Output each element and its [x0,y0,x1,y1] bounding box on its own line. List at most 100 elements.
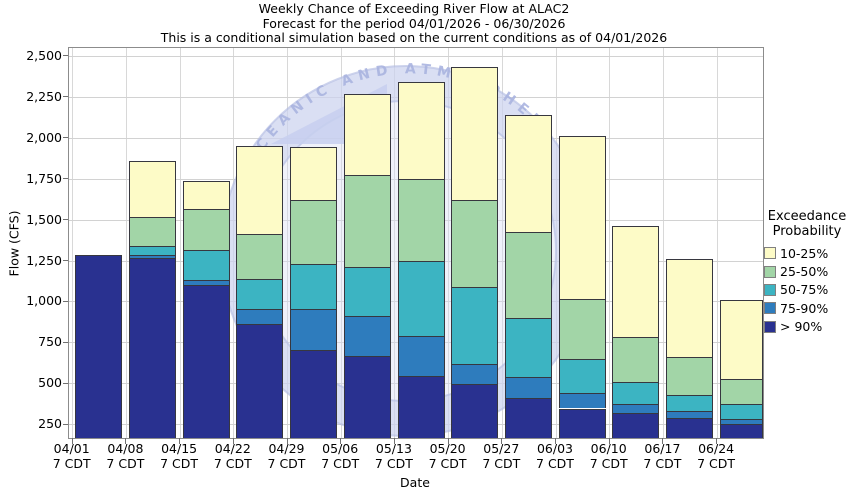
x-tick-time: 7 CDT [160,455,199,471]
bar-segment [290,200,338,265]
gridline-vertical [609,48,611,438]
x-tick-label: 04/22 7 CDT [203,441,263,471]
gridline-horizontal [69,55,763,57]
x-tick-label: 05/20 7 CDT [418,441,478,471]
x-tick-date: 04/08 [107,441,144,456]
x-tick-mark [716,438,718,444]
bar-segment [182,249,230,280]
x-tick-date: 04/01 [53,441,90,456]
x-tick-time: 7 CDT [643,455,682,471]
x-tick-label: 06/17 7 CDT [632,441,692,471]
x-tick-time: 7 CDT [321,455,360,471]
bar-segment [558,392,606,409]
bar-segment [719,404,763,420]
bar-segment [558,136,606,299]
x-tick-label: 04/01 7 CDT [42,441,102,471]
bar-segment [236,146,284,234]
x-tick-date: 05/13 [375,441,412,456]
bar-segment [129,257,176,438]
bar-segment [290,147,338,201]
y-tick-label: 2,500 [26,47,62,63]
bar-segment [182,279,230,285]
y-axis-title: Flow (CFS) [6,210,22,277]
y-tick-mark [63,341,68,343]
bar-segment [129,161,176,217]
y-tick-label: 750 [38,334,62,350]
y-tick-label: 500 [38,375,62,391]
x-tick-label: 04/29 7 CDT [257,441,317,471]
bar-segment [558,408,606,438]
bar-segment [129,246,176,256]
y-tick-mark [63,55,68,57]
plot-area: CEANIC AND ATMOSPHERIC [68,47,764,439]
x-tick-label: 06/24 7 CDT [686,441,746,471]
x-tick-mark [393,438,395,444]
y-tick-label: 2,000 [26,129,62,145]
bar-segment [612,337,660,383]
bar-segment [182,284,230,438]
chart-title: Weekly Chance of Exceeding River Flow at… [258,1,570,16]
x-tick-label: 04/15 7 CDT [149,441,209,471]
x-tick-mark [71,438,73,444]
legend-item: 25-50% [764,262,850,280]
bars-container [69,48,763,438]
legend-item-label: 25-50% [780,264,829,280]
bar-segment [236,309,284,325]
bar-segment [451,364,499,384]
y-tick-label: 1,000 [26,293,62,309]
bar-segment [558,358,606,393]
bar-segment [236,324,284,438]
legend-swatch [764,265,776,278]
legend-item: 50-75% [764,281,850,299]
bar-segment [397,375,445,438]
bar-segment [558,298,606,359]
bar-segment [343,315,391,357]
x-tick-date: 05/06 [322,441,359,456]
y-tick-label: 2,250 [26,88,62,104]
x-tick-date: 04/22 [214,441,251,456]
x-tick-label: 06/03 7 CDT [525,441,585,471]
x-tick-time: 7 CDT [267,455,306,471]
bar-segment [666,258,713,357]
bar-segment [612,412,660,438]
bar-segment [451,383,499,438]
bar-segment [504,115,552,233]
bar-segment [290,309,338,351]
legend-swatch [764,283,776,296]
y-tick-mark [63,219,68,221]
y-tick-mark [63,423,68,425]
x-tick-time: 7 CDT [428,455,467,471]
bar-segment [612,225,660,338]
bar-segment [397,261,445,337]
bar-segment [290,350,338,438]
y-tick-label: 1,250 [26,252,62,268]
bar-segment [397,336,445,376]
x-tick-date: 04/29 [268,441,305,456]
bar-segment [129,216,176,247]
y-tick-mark [63,137,68,139]
x-tick-date: 06/17 [644,441,681,456]
x-tick-date: 06/03 [536,441,574,456]
x-tick-label: 06/10 7 CDT [579,441,639,471]
bar-segment [236,233,284,280]
gridline-vertical [716,48,718,438]
x-tick-mark [662,438,664,444]
bar-segment [75,255,123,438]
y-tick-label: 1,500 [26,211,62,227]
legend-items: 10-25% 25-50% 50-75% 75-90% > 90% [764,244,850,336]
legend-title-line2: Probability [772,223,842,239]
legend-item-label: > 90% [780,319,823,335]
chart-title-block: Weekly Chance of Exceeding River Flow at… [0,1,828,46]
x-axis-title: Date [400,475,430,490]
x-tick-mark [179,438,181,444]
legend-swatch [764,247,776,260]
bar-segment [343,93,391,175]
legend-swatch [764,302,776,315]
chart-subtitle: Forecast for the period 04/01/2026 - 06/… [262,15,566,31]
y-tick-mark [63,260,68,262]
bar-segment [397,82,445,180]
bar-segment [451,200,499,288]
x-tick-date: 06/10 [590,441,627,456]
x-tick-mark [447,438,449,444]
